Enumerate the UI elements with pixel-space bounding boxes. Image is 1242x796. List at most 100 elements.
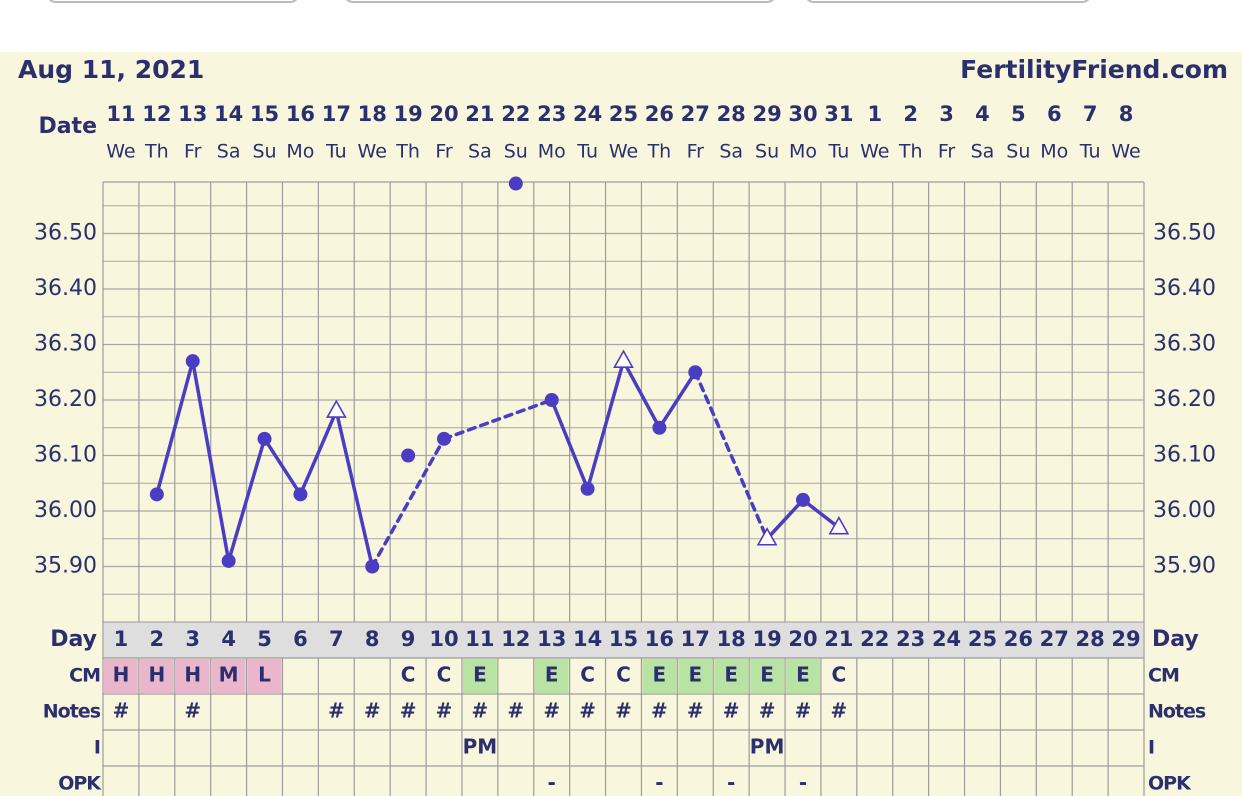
cell-fill <box>247 659 282 693</box>
weekday: Tu <box>325 141 347 163</box>
cell-text: H <box>184 663 201 687</box>
temp-marker <box>828 516 850 535</box>
weekday: Mo <box>538 141 566 163</box>
temp-line <box>334 409 374 569</box>
date-label: Date <box>38 114 97 139</box>
button[interactable] <box>48 0 298 3</box>
cell-text: # <box>507 699 524 723</box>
temp-line <box>801 498 841 530</box>
y-tick-label: 35.90 <box>34 554 97 579</box>
cell-text: # <box>651 699 668 723</box>
day-number: 27 <box>1040 627 1069 651</box>
temp-marker <box>221 553 236 568</box>
day-number: 3 <box>185 627 200 651</box>
weekday: Sa <box>719 141 743 163</box>
day-number: 12 <box>501 627 530 651</box>
weekday: Sa <box>217 141 241 163</box>
cell-text: # <box>615 699 632 723</box>
temp-marker <box>508 176 523 191</box>
cell-text: # <box>184 699 201 723</box>
brand: FertilityFriend.com <box>960 55 1228 84</box>
cell-fill <box>786 659 820 693</box>
day-label: Day <box>1152 627 1199 652</box>
temp-line <box>298 409 339 497</box>
date-number: 30 <box>788 102 817 126</box>
temp-marker <box>185 354 200 369</box>
day-number: 19 <box>752 627 781 651</box>
cell-fill <box>211 659 246 693</box>
row-label: OPK <box>1148 773 1192 795</box>
weekday: Su <box>755 141 779 163</box>
weekday: Fr <box>435 141 453 163</box>
cell-text: - <box>727 771 735 795</box>
weekday: Sa <box>468 141 492 163</box>
y-tick-label: 36.20 <box>34 387 97 412</box>
weekday: Fr <box>687 141 705 163</box>
temp-line <box>190 359 231 563</box>
cell-text: # <box>472 699 489 723</box>
button[interactable] <box>345 0 775 3</box>
cell-text: # <box>723 699 740 723</box>
weekday: Th <box>898 141 923 163</box>
cell-fill <box>678 659 713 693</box>
y2-tick-label: 36.30 <box>1153 332 1216 357</box>
weekday: We <box>609 141 638 163</box>
date-number: 5 <box>1011 102 1026 126</box>
temp-marker <box>293 487 308 502</box>
date-number: 21 <box>465 102 494 126</box>
temp-line <box>262 437 303 497</box>
y2-tick-label: 36.00 <box>1153 498 1216 523</box>
weekday: Tu <box>827 141 849 163</box>
date-number: 13 <box>178 102 207 126</box>
weekday: Tu <box>1079 141 1101 163</box>
row-label: CM <box>1148 665 1179 687</box>
y-tick-label: 36.30 <box>34 332 97 357</box>
day-number: 7 <box>329 627 344 651</box>
date-number: 7 <box>1083 102 1098 126</box>
weekday: Mo <box>286 141 314 163</box>
cell-text: - <box>548 771 556 795</box>
weekday: Th <box>144 141 169 163</box>
day-number: 18 <box>717 627 746 651</box>
cell-text: # <box>759 699 776 723</box>
cell-text: C <box>401 663 416 687</box>
day-number: 15 <box>609 627 638 651</box>
day-number: 1 <box>114 627 129 651</box>
y2-tick-label: 35.90 <box>1153 554 1216 579</box>
date-number: 12 <box>142 102 171 126</box>
date-number: 19 <box>394 102 423 126</box>
date-number: 15 <box>250 102 279 126</box>
day-number: 17 <box>681 627 710 651</box>
day-number: 6 <box>293 627 308 651</box>
temp-marker <box>688 365 703 380</box>
temp-marker <box>652 420 667 435</box>
temp-line <box>226 437 267 563</box>
day-number: 10 <box>429 627 458 651</box>
date-number: 3 <box>939 102 954 126</box>
cell-text: C <box>437 663 452 687</box>
cell-text: # <box>113 699 130 723</box>
day-number: 11 <box>465 627 494 651</box>
grid <box>102 181 1145 796</box>
day-number: 8 <box>365 627 380 651</box>
weekday: Mo <box>1040 141 1068 163</box>
weekday: We <box>358 141 387 163</box>
date-number: 18 <box>358 102 387 126</box>
temp-marker <box>795 492 810 507</box>
cell-fill <box>139 659 174 693</box>
weekday: Su <box>504 141 528 163</box>
day-number: 20 <box>788 627 817 651</box>
temp-line <box>657 370 698 430</box>
date-number: 27 <box>681 102 710 126</box>
temp-marker <box>613 349 634 368</box>
y2-tick-label: 36.10 <box>1153 443 1216 468</box>
cell-text: # <box>543 699 560 723</box>
temp-marker <box>544 393 559 407</box>
temp-line <box>693 370 769 541</box>
button[interactable] <box>806 0 1090 3</box>
temp-line <box>370 437 446 569</box>
cell-text: PM <box>463 735 498 759</box>
date-number: 16 <box>286 102 315 126</box>
day-label: Day <box>50 627 97 652</box>
cell-text: E <box>545 663 559 687</box>
